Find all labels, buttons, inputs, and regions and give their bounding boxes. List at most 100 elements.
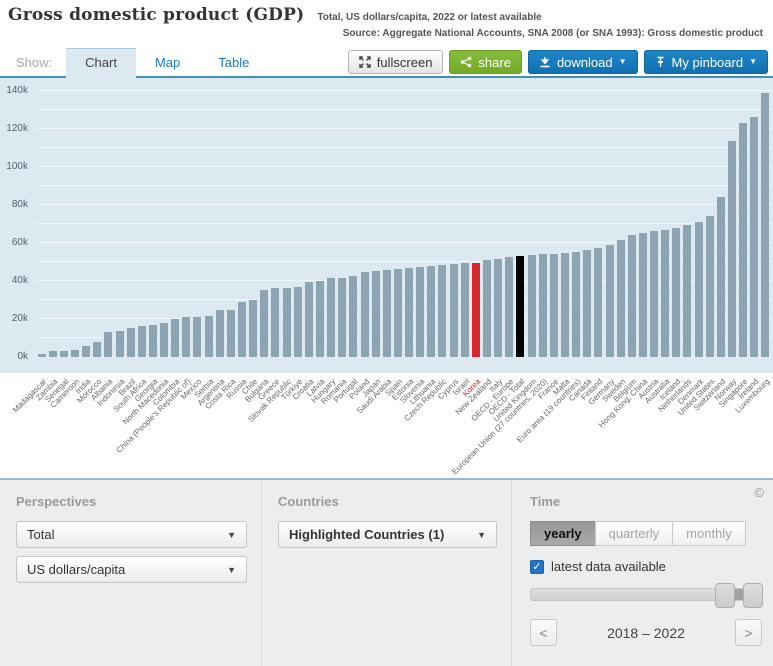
- dropdown-caret-icon: ▼: [227, 529, 236, 540]
- bar-european-union-27-countries-2020[interactable]: [538, 254, 547, 357]
- unit-dropdown[interactable]: US dollars/capita ▼: [16, 556, 247, 583]
- bar-luxembourg[interactable]: [761, 92, 770, 357]
- bar-north-macedonia[interactable]: [160, 323, 169, 357]
- bar-chile[interactable]: [249, 300, 258, 357]
- bar-united-states[interactable]: [705, 216, 714, 357]
- next-period-button[interactable]: >: [735, 619, 762, 646]
- bar-hong-kong-china[interactable]: [638, 233, 647, 357]
- bar-georgia[interactable]: [148, 324, 157, 357]
- bar-oecd-total[interactable]: [516, 256, 525, 357]
- bar-iceland[interactable]: [672, 227, 681, 357]
- bar-euro-area-19-countries[interactable]: [572, 251, 581, 357]
- bar-russia[interactable]: [238, 302, 247, 357]
- slider-handle-end[interactable]: [743, 583, 763, 608]
- latest-data-label: latest data available: [551, 559, 666, 574]
- bar-czech-republic[interactable]: [438, 264, 447, 357]
- bar-malta[interactable]: [560, 252, 569, 357]
- bar-t-rkiye[interactable]: [293, 287, 302, 357]
- tab-chart[interactable]: Chart: [66, 48, 136, 78]
- bar-india[interactable]: [82, 345, 91, 357]
- bar-colombia[interactable]: [171, 318, 180, 357]
- bar-albania[interactable]: [104, 331, 113, 357]
- copyright-icon[interactable]: ©: [754, 485, 764, 500]
- bar-cameroon[interactable]: [70, 349, 79, 357]
- bar-israel[interactable]: [460, 263, 469, 357]
- bar-lithuania[interactable]: [427, 265, 436, 357]
- bar-poland[interactable]: [360, 271, 369, 357]
- download-label: download: [556, 54, 613, 70]
- bar-estonia[interactable]: [405, 267, 414, 357]
- bar-denmark[interactable]: [694, 222, 703, 357]
- bar-austria[interactable]: [650, 231, 659, 357]
- bar-japan[interactable]: [371, 270, 380, 357]
- bar-croatia[interactable]: [304, 281, 313, 357]
- y-tick-label: 40k: [11, 275, 28, 286]
- slider-handle-start[interactable]: [715, 583, 735, 608]
- bar-oecd-europe[interactable]: [505, 257, 514, 357]
- bar-serbia[interactable]: [204, 316, 213, 357]
- latest-data-checkbox[interactable]: ✓: [530, 559, 544, 574]
- frequency-monthly-button[interactable]: monthly: [672, 521, 746, 546]
- bar-sweden[interactable]: [616, 240, 625, 357]
- bar-senegal[interactable]: [59, 350, 68, 357]
- bar-spain[interactable]: [393, 268, 402, 357]
- previous-period-button[interactable]: <: [530, 619, 557, 646]
- measure-dropdown[interactable]: Total ▼: [16, 521, 247, 548]
- gridline: [36, 299, 771, 300]
- bar-finland[interactable]: [594, 248, 603, 357]
- pinboard-button[interactable]: My pinboard ▼: [643, 50, 768, 74]
- bar-argentina[interactable]: [215, 310, 224, 357]
- bar-ireland[interactable]: [750, 116, 759, 357]
- gridline: [36, 280, 771, 281]
- bar-canada[interactable]: [583, 250, 592, 357]
- bar-indonesia[interactable]: [115, 330, 124, 357]
- bar-netherlands[interactable]: [683, 224, 692, 357]
- toolbar-buttons: fullscreen share download ▼: [347, 48, 773, 76]
- bar-france[interactable]: [549, 253, 558, 357]
- bar-hungary[interactable]: [327, 278, 336, 357]
- time-heading: Time: [530, 494, 561, 509]
- bar-portugal[interactable]: [349, 275, 358, 357]
- bar-zambia[interactable]: [48, 351, 57, 357]
- bar-belgium[interactable]: [627, 234, 636, 357]
- bar-australia[interactable]: [661, 229, 670, 357]
- latest-data-row: ✓ latest data available: [530, 559, 762, 574]
- bar-brazil[interactable]: [126, 328, 135, 357]
- bar-costa-rica[interactable]: [226, 309, 235, 357]
- bar-cyprus[interactable]: [449, 263, 458, 357]
- bar-new-zealand[interactable]: [483, 260, 492, 357]
- bar-madagascar[interactable]: [37, 354, 46, 357]
- bar-china-people-s-republic-of[interactable]: [182, 317, 191, 357]
- bar-south-africa[interactable]: [137, 326, 146, 357]
- chart-region: 0k 20k 40k 60k 80k 100k 120k 140k: [0, 78, 773, 373]
- slider-range-connector[interactable]: [735, 589, 743, 600]
- gridline: [36, 318, 771, 319]
- tab-map[interactable]: Map: [154, 54, 181, 70]
- bar-switzerland[interactable]: [716, 197, 725, 357]
- bar-germany[interactable]: [605, 244, 614, 357]
- bar-latvia[interactable]: [315, 280, 324, 357]
- share-button[interactable]: share: [449, 50, 522, 74]
- bar-mexico[interactable]: [193, 316, 202, 357]
- bar-united-kingdom[interactable]: [527, 255, 536, 357]
- bar-norway[interactable]: [728, 141, 737, 357]
- bar-slovenia[interactable]: [416, 266, 425, 357]
- download-button[interactable]: download ▼: [527, 50, 638, 74]
- bar-bulgaria[interactable]: [260, 290, 269, 357]
- bar-saudi-arabia[interactable]: [382, 269, 391, 357]
- bar-slovak-republic[interactable]: [282, 288, 291, 357]
- bar-italy[interactable]: [494, 258, 503, 357]
- countries-dropdown[interactable]: Highlighted Countries (1) ▼: [278, 521, 497, 548]
- tab-table[interactable]: Table: [218, 54, 250, 70]
- bar-romania[interactable]: [338, 278, 347, 357]
- bar-korea[interactable]: [471, 262, 480, 357]
- bar-singapore[interactable]: [739, 123, 748, 357]
- bar-greece[interactable]: [271, 288, 280, 357]
- time-range-slider[interactable]: [530, 583, 763, 608]
- pinboard-label: My pinboard: [671, 54, 744, 70]
- y-tick-label: 0k: [17, 351, 28, 362]
- fullscreen-button[interactable]: fullscreen: [347, 50, 444, 74]
- bar-morocco[interactable]: [93, 341, 102, 357]
- frequency-yearly-button[interactable]: yearly: [530, 521, 596, 546]
- frequency-quarterly-button[interactable]: quarterly: [594, 521, 674, 546]
